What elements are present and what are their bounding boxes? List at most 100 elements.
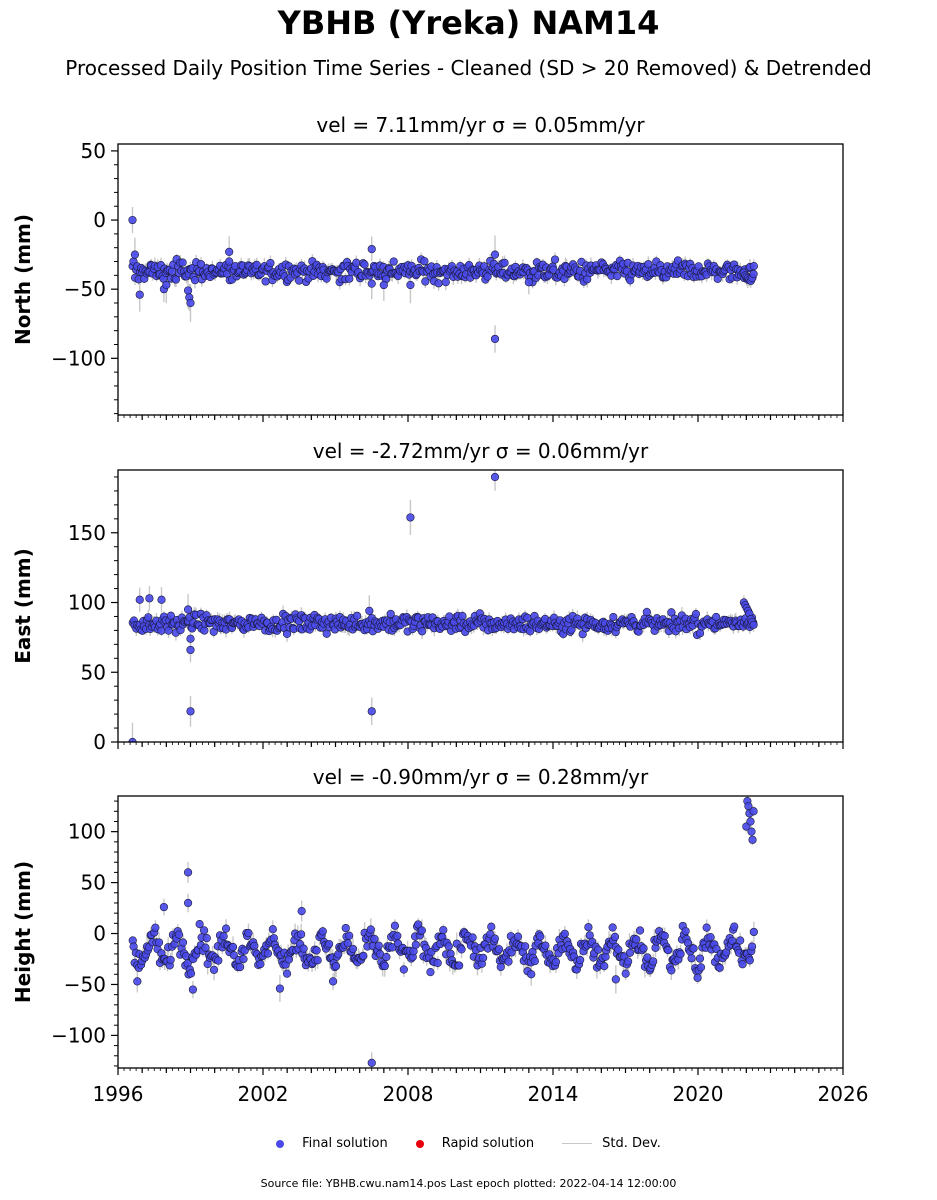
data-point [186,634,195,643]
data-point [252,260,261,269]
data-point [611,975,620,984]
data-point [228,942,238,952]
data-point [186,707,195,716]
y-axis-label: North (mm) [11,214,35,345]
y-tick-label: 0 [93,922,106,946]
data-point [496,962,505,972]
data-point [386,609,395,619]
data-point [195,919,204,929]
data-point [178,938,188,947]
legend-item-stddev: Std. Dev. [562,1136,661,1151]
data-point [541,941,550,950]
source-note: Source file: YBHB.cwu.nam14.pos Last epo… [260,1177,677,1190]
data-point [706,933,715,942]
data-point [360,260,369,269]
data-point [610,932,620,942]
data-point [748,835,757,844]
data-point [186,298,195,308]
data-point [202,934,211,943]
data-point [365,606,374,615]
data-point [328,977,338,986]
legend-label-rapid: Rapid solution [441,1136,535,1151]
data-point [660,931,669,940]
data-point [201,943,210,952]
data-point [745,956,754,965]
y-tick-label: 100 [68,591,106,615]
plot-area [128,796,758,1068]
y-tick-label: −100 [51,1023,106,1047]
data-point [715,963,724,972]
plot-frame [117,469,844,743]
data-point [183,605,193,614]
data-point [576,955,585,965]
data-point [275,984,285,993]
data-point [186,969,196,978]
data-point [687,954,696,963]
data-point [183,286,193,295]
data-point [367,244,376,254]
data-point [244,928,253,938]
data-point [527,970,536,979]
data-point [702,923,711,932]
data-point [348,944,358,954]
data-point [664,946,673,955]
data-point [128,737,137,742]
data-point [490,472,500,482]
data-point [190,276,200,285]
data-point [240,946,249,955]
x-tick-label: 2002 [238,1082,289,1106]
data-point [225,257,234,266]
data-point [284,955,294,964]
data-point [341,923,350,933]
data-point [171,275,181,284]
data-point [439,925,448,935]
timeseries-chart: vel = 7.11mm/yr σ = 0.05mm/yr North (mm) 5… [11,113,869,1106]
data-point [490,250,500,259]
data-point [738,960,747,969]
legend-item-final: Final solution [276,1136,388,1151]
data-point [421,277,430,286]
data-point [632,935,641,944]
data-point [353,611,362,620]
data-point [352,258,361,267]
data-point [235,962,245,972]
data-point [457,945,466,954]
legend: Final solution Rapid solution Std. Dev. [0,1136,937,1151]
data-point [196,260,206,269]
y-tick-label: −50 [64,277,106,301]
data-point [164,626,173,635]
data-point [551,957,561,967]
data-point [455,961,464,970]
data-point [382,952,391,962]
data-point [749,620,758,629]
y-axis-label: East (mm) [11,548,35,664]
data-point [331,962,341,971]
data-point [135,595,144,604]
data-point [681,927,690,936]
data-point [297,930,306,939]
data-point [367,707,376,716]
data-point [229,951,238,960]
plot-area [128,206,758,353]
x-tick-label: 2026 [818,1082,869,1106]
plot-area [128,470,758,742]
data-point [214,956,223,965]
data-point [625,948,635,957]
data-point [621,969,630,978]
data-point [367,279,376,288]
data-point [746,817,755,826]
data-point [256,960,265,969]
data-point [367,1058,376,1068]
data-point [399,965,408,974]
data-point [266,258,275,268]
data-point [263,949,273,958]
panel-title: vel = -0.90mm/yr σ = 0.28mm/yr [313,765,649,789]
data-point [130,250,140,259]
y-tick-label: 0 [93,730,106,754]
y-tick-label: 50 [81,660,106,684]
data-point [468,933,477,942]
stddev-line-icon [562,1143,593,1144]
data-point [524,278,533,287]
y-tick-label: 50 [81,871,106,895]
data-point [426,968,435,977]
